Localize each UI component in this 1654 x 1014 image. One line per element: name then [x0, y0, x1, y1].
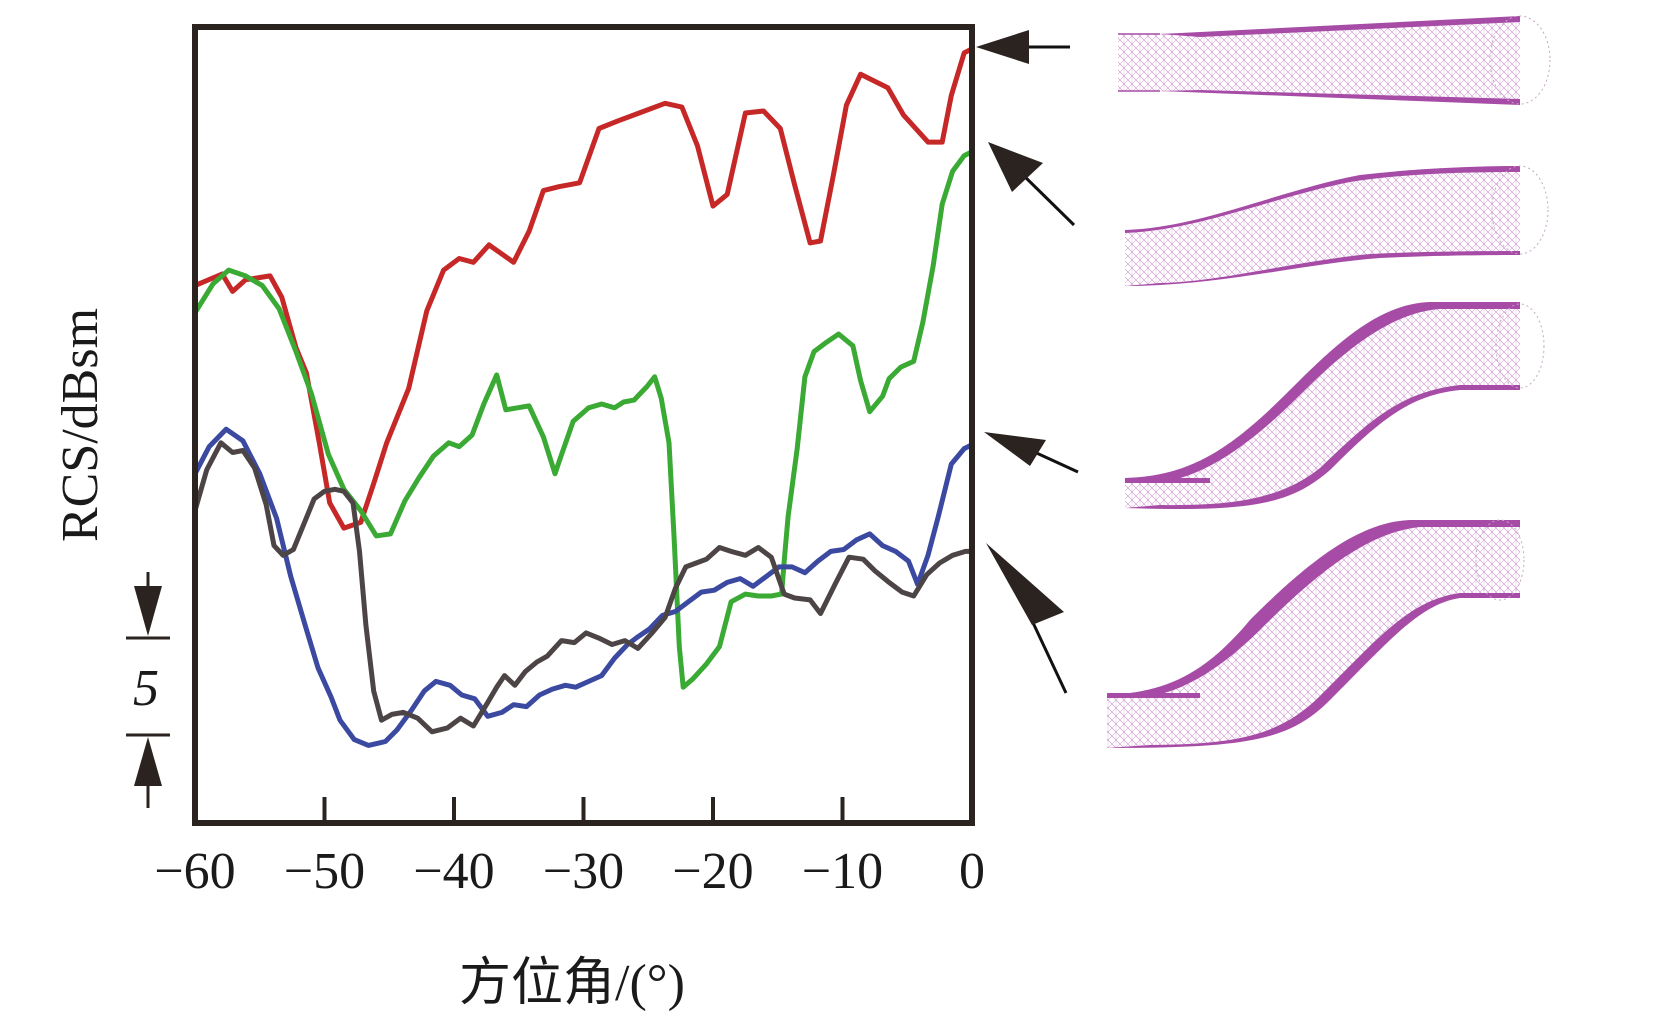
- plot-frame: [192, 24, 975, 826]
- arrow-head-icon: [986, 543, 1064, 625]
- x-tick-label: −50: [284, 843, 365, 900]
- arrow-head-icon: [984, 432, 1046, 466]
- double-s-bend-inlet-mesh-2: [1107, 519, 1525, 748]
- x-tick-labels: −60 −50 −40 −30 −20 −10 0: [154, 843, 985, 900]
- arrow-double-s-bend-1: [984, 432, 1079, 474]
- series-line-double-s-bend-inlet-1: [192, 426, 975, 748]
- straight-cone-inlet-mesh: [1118, 15, 1551, 105]
- y-axis-title: RCS/dBsm: [52, 308, 109, 542]
- x-axis-title: 方位角/(°): [459, 955, 685, 1012]
- double-s-bend-inlet-mesh-1: [1125, 302, 1545, 510]
- arrow-head-icon: [988, 142, 1043, 192]
- x-tick-label: −20: [672, 843, 753, 900]
- single-s-bend-inlet-mesh: [1125, 165, 1549, 286]
- x-tick-label: −30: [543, 843, 624, 900]
- x-ticks: [322, 797, 845, 823]
- scale-bar-label: 5: [133, 660, 159, 717]
- x-tick-label: −40: [413, 843, 494, 900]
- arrow-head-icon: [976, 30, 1029, 64]
- arrow-single-s-bend: [988, 142, 1076, 227]
- annotation-arrows: [976, 30, 1079, 694]
- x-tick-label: −10: [802, 843, 883, 900]
- series-line-straight-cone-inlet: [192, 46, 975, 531]
- arrow-double-s-bend-2: [986, 543, 1068, 694]
- series-line-double-s-bend-inlet-2: [192, 440, 975, 735]
- series-line-single-s-bend-inlet: [192, 149, 975, 690]
- x-tick-label: 0: [959, 843, 985, 900]
- scale-bar-down-arrow-icon: [134, 586, 162, 636]
- series-layer: [192, 46, 975, 748]
- scale-bar-up-arrow-icon: [134, 737, 162, 786]
- arrow-straight-cone: [976, 30, 1070, 64]
- x-tick-label: −60: [154, 843, 235, 900]
- scale-bar: 5: [126, 572, 170, 808]
